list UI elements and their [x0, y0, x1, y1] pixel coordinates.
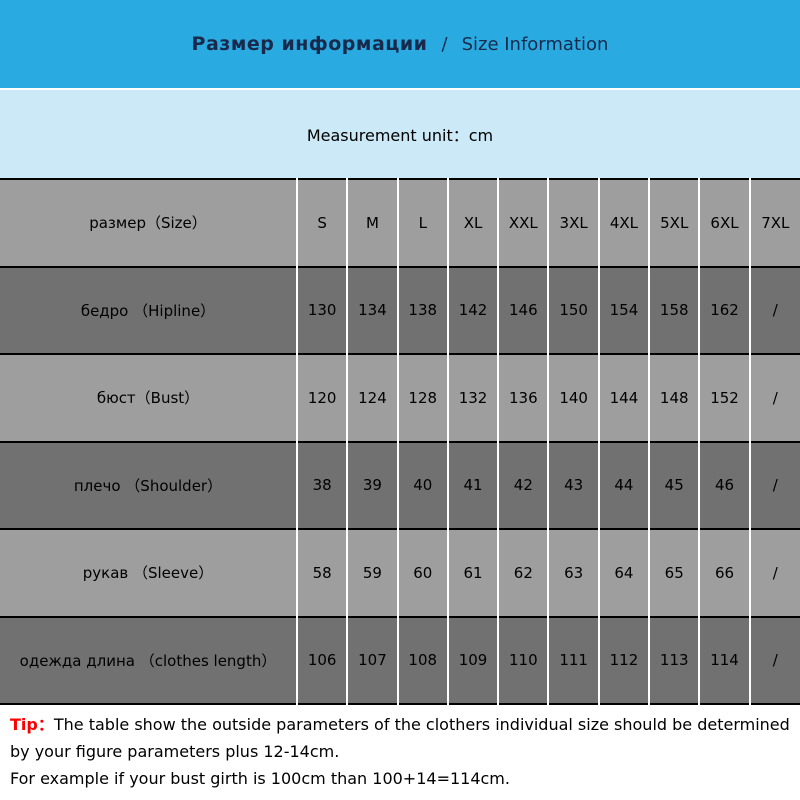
size-column-header: 5XL	[648, 179, 700, 267]
tip-paragraph-1: Tip：The table show the outside parameter…	[10, 711, 790, 765]
table-cell: 136	[497, 353, 549, 442]
table-cell: 62	[497, 528, 549, 617]
table-cell: 111	[547, 615, 599, 704]
size-table: размер（Size） S M L XL XXL 3XL 4XL 5XL 6XL 7XL бедро…	[0, 178, 800, 705]
size-header-row: размер（Size） S M L XL XXL 3XL 4XL 5XL 6XL 7XL	[0, 179, 800, 267]
table-cell: 44	[597, 440, 650, 529]
table-cell: 114	[698, 615, 750, 704]
table-cell: 130	[295, 265, 348, 354]
table-cell: 138	[396, 265, 448, 354]
size-column-header: 3XL	[547, 179, 599, 267]
size-column-header: 6XL	[698, 179, 750, 267]
tip-label: Tip：	[10, 715, 54, 734]
size-column-header: S	[295, 179, 348, 267]
size-column-header: 7XL	[748, 179, 800, 267]
table-cell: 58	[295, 528, 348, 617]
table-cell: 60	[396, 528, 448, 617]
table-cell: 142	[446, 265, 499, 354]
table-row: одежда длина （clothes length） 106 107 108 10…	[0, 615, 800, 704]
table-cell: 110	[497, 615, 549, 704]
table-cell: 45	[648, 440, 700, 529]
table-cell: 66	[698, 528, 750, 617]
table-cell: 148	[648, 353, 700, 442]
header-title-english: Size Information	[461, 33, 609, 55]
table-cell: 42	[497, 440, 549, 529]
table-cell: 140	[547, 353, 599, 442]
table-row: рукав （Sleeve） 58 59 60 61 62 63 64 65 66/	[0, 528, 800, 617]
table-cell: 61	[446, 528, 499, 617]
table-cell: 154	[597, 265, 650, 354]
tip-section: Tip：The table show the outside parameter…	[0, 705, 800, 800]
table-cell: 128	[396, 353, 448, 442]
table-cell: 109	[446, 615, 499, 704]
table-cell: 106	[295, 615, 348, 704]
header-separator: /	[441, 33, 448, 55]
table-cell: 41	[446, 440, 499, 529]
table-cell: 124	[346, 353, 398, 442]
tip-text-2: For example if your bust girth is 100cm …	[10, 769, 510, 788]
table-cell: 144	[597, 353, 650, 442]
size-row-label: размер（Size）	[0, 179, 297, 267]
size-column-header: M	[346, 179, 398, 267]
size-column-header: XXL	[497, 179, 549, 267]
table-cell: 40	[396, 440, 448, 529]
table-cell: 146	[497, 265, 549, 354]
measure-row-label: плечо （Shoulder）	[0, 440, 297, 529]
size-column-header: L	[396, 179, 448, 267]
table-cell: 134	[346, 265, 398, 354]
table-cell: 38	[295, 440, 348, 529]
table-cell: 112	[597, 615, 650, 704]
table-cell: 63	[547, 528, 599, 617]
table-cell: 107	[346, 615, 398, 704]
header-title-russian: Размер информации	[191, 33, 428, 55]
table-cell: 43	[547, 440, 599, 529]
table-cell: 113	[648, 615, 700, 704]
table-row: бюст（Bust） 120 124 128 132 136 140 144 148 152/	[0, 353, 800, 442]
measurement-unit-bar: Measurement unit：cm	[0, 90, 800, 178]
size-column-header: XL	[446, 179, 499, 267]
table-cell: /	[748, 353, 800, 442]
table-cell: 132	[446, 353, 499, 442]
table-cell: 64	[597, 528, 650, 617]
table-cell: /	[748, 615, 800, 704]
table-cell: 158	[648, 265, 700, 354]
table-row: плечо （Shoulder） 38 39 40 41 42 43 44 45 46/	[0, 440, 800, 529]
tip-text-1: The table show the outside parameters of…	[10, 715, 790, 761]
table-cell: /	[748, 265, 800, 354]
table-row: бедро （Hipline） 130 134 138 142 146 150 154 158 1…	[0, 265, 800, 354]
table-cell: /	[748, 440, 800, 529]
table-cell: 150	[547, 265, 599, 354]
size-column-header: 4XL	[597, 179, 650, 267]
table-cell: /	[748, 528, 800, 617]
table-cell: 59	[346, 528, 398, 617]
table-cell: 120	[295, 353, 348, 442]
measure-row-label: одежда длина （clothes length）	[0, 615, 297, 704]
measure-row-label: рукав （Sleeve）	[0, 528, 297, 617]
table-cell: 39	[346, 440, 398, 529]
table-cell: 108	[396, 615, 448, 704]
table-cell: 152	[698, 353, 750, 442]
measure-row-label: бюст（Bust）	[0, 353, 297, 442]
table-cell: 65	[648, 528, 700, 617]
measurement-unit-text: Measurement unit：cm	[306, 126, 494, 145]
measure-row-label: бедро （Hipline）	[0, 265, 297, 354]
table-cell: 162	[698, 265, 750, 354]
table-cell: 46	[698, 440, 750, 529]
header-banner: Размер информации / Size Information	[0, 0, 800, 90]
